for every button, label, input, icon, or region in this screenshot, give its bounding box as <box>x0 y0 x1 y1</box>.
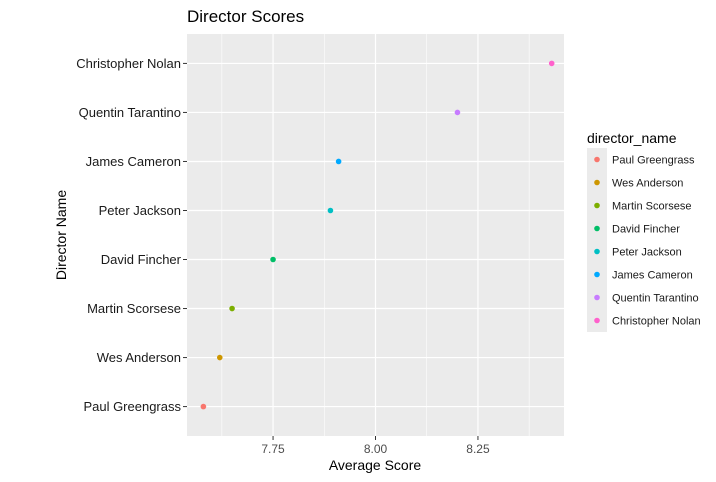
legend-swatch <box>594 179 600 186</box>
y-tick-label: Peter Jackson <box>99 203 181 218</box>
legend-swatch <box>594 248 600 255</box>
minor-gridlines <box>221 34 530 436</box>
y-tick-label: David Fincher <box>101 252 182 267</box>
y-tick-label: Quentin Tarantino <box>79 105 181 120</box>
legend-label: Wes Anderson <box>612 178 683 190</box>
major-gridlines <box>187 34 564 436</box>
legend-label: Peter Jackson <box>612 247 682 259</box>
legend-label: David Fincher <box>612 224 680 236</box>
data-point <box>200 403 207 410</box>
data-point <box>335 158 342 165</box>
legend-label: Quentin Tarantino <box>612 293 699 305</box>
legend-swatch <box>594 271 600 278</box>
data-points <box>200 60 555 410</box>
legend-items: Paul Greengrass Wes Anderson Martin Scorse… <box>587 148 701 332</box>
legend-label: Martin Scorsese <box>612 201 691 213</box>
legend-swatch <box>594 225 600 232</box>
y-tick-label: James Cameron <box>86 154 181 169</box>
y-tick-label: Christopher Nolan <box>76 56 181 71</box>
data-point <box>270 256 276 263</box>
legend-title: director_name <box>587 130 677 146</box>
legend-label: Christopher Nolan <box>612 316 701 328</box>
data-point <box>454 109 461 116</box>
data-point <box>216 354 223 361</box>
legend-swatch <box>594 156 600 163</box>
y-axis-title: Director Name <box>53 190 69 280</box>
y-tick-label: Martin Scorsese <box>87 301 181 316</box>
y-axis: Paul Greengrass Wes Anderson Martin Scorse… <box>76 56 187 414</box>
x-tick-label: 8.25 <box>466 442 490 456</box>
x-tick-label: 7.75 <box>261 442 285 456</box>
data-point <box>548 60 555 67</box>
legend: director_name Paul Greengrass Wes Anderso… <box>587 130 701 332</box>
y-tick-label: Paul Greengrass <box>83 399 181 414</box>
legend-label: James Cameron <box>612 270 693 282</box>
legend-swatch <box>594 294 600 301</box>
legend-swatch <box>594 202 600 209</box>
data-point <box>327 207 334 214</box>
x-tick-label: 8.00 <box>364 442 388 456</box>
data-point <box>229 305 235 312</box>
y-tick-label: Wes Anderson <box>97 350 181 365</box>
x-axis-title: Average Score <box>329 457 422 473</box>
legend-label: Paul Greengrass <box>612 155 695 167</box>
legend-swatch <box>594 317 600 324</box>
x-axis: 7.75 8.00 8.25 <box>261 436 490 456</box>
chart-title: Director Scores <box>187 7 304 26</box>
